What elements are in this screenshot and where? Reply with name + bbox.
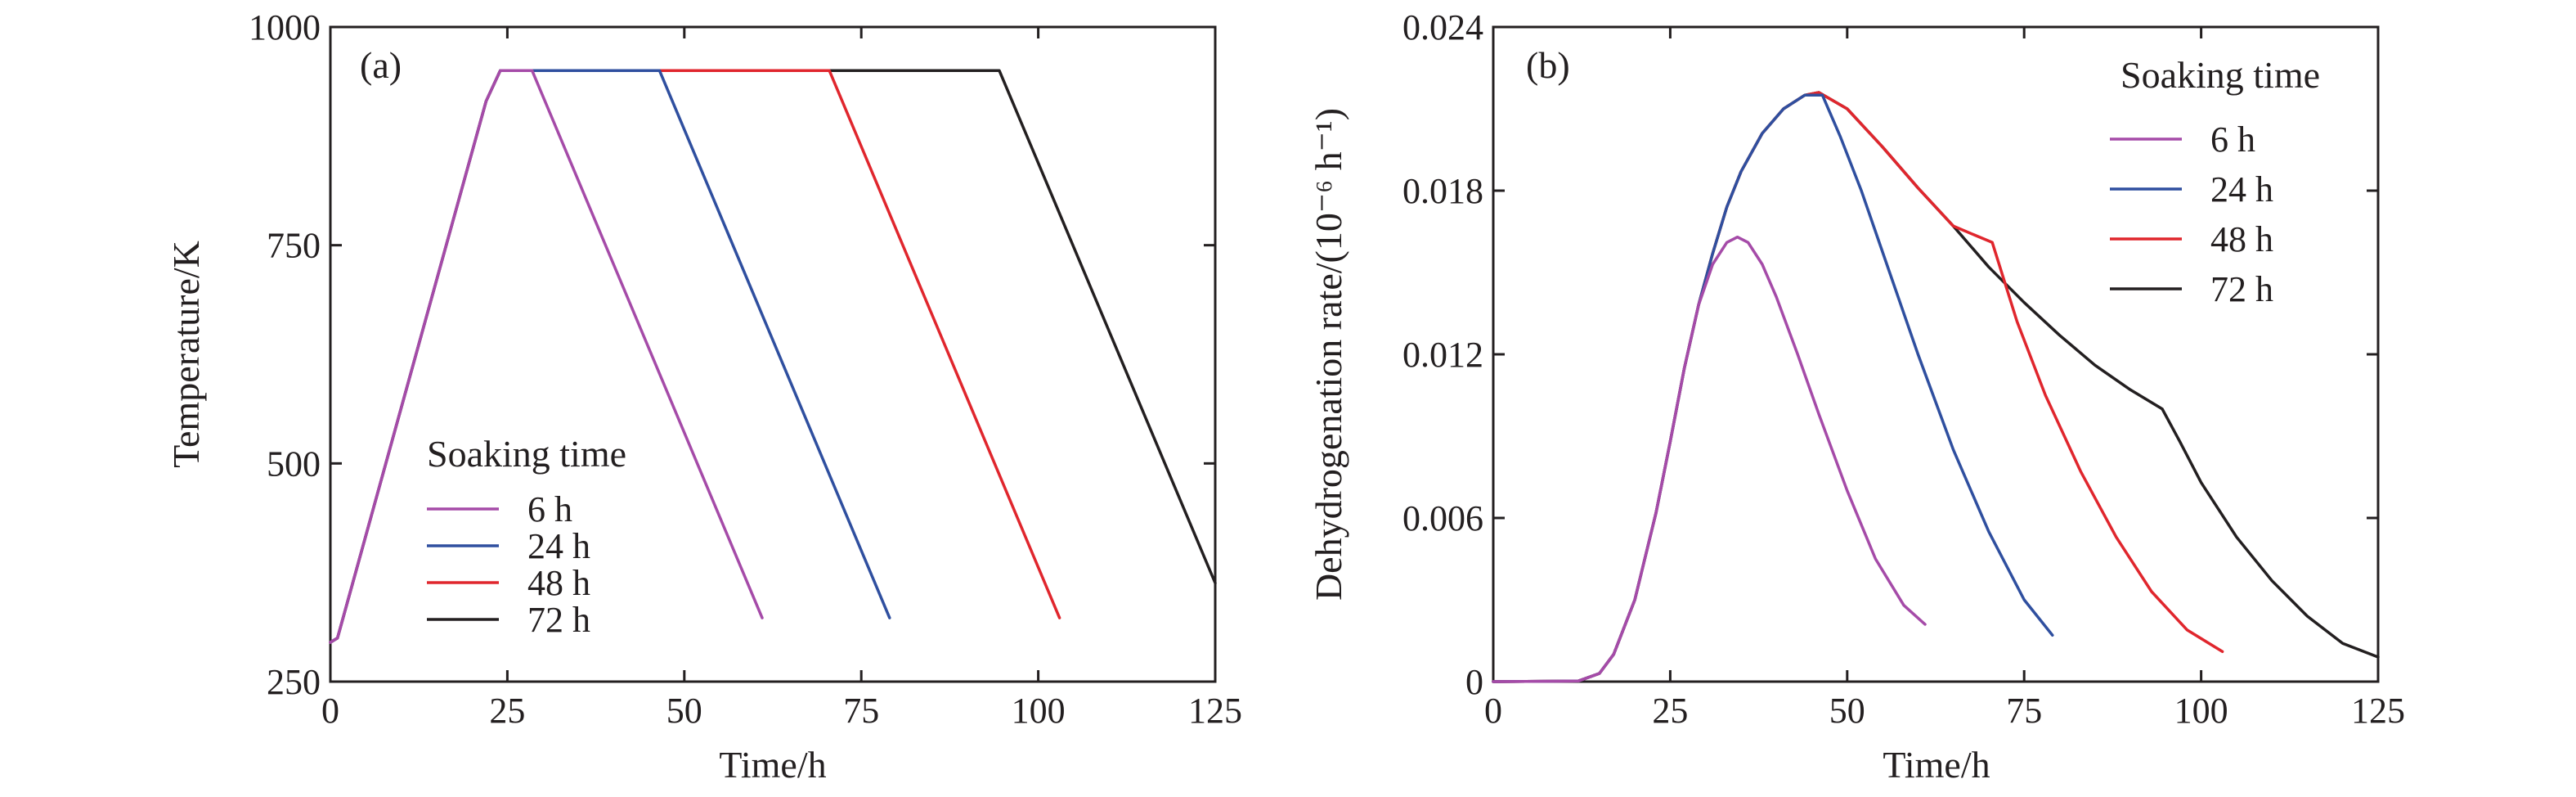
tick-marks-a: [329, 25, 1217, 683]
series-line-a-6h: [329, 69, 764, 644]
x-tick-label-a-0: 0: [321, 691, 339, 731]
y-tick-label-b-2: 0.012: [1402, 335, 1483, 375]
legend-label-b-3: 72 h: [2210, 269, 2273, 309]
x-tick-label-b-0: 0: [1484, 691, 1502, 731]
x-tick-label-b-1: 25: [1652, 691, 1688, 731]
series-lines-a: [329, 69, 1217, 644]
x-axis-label-a: Time/h: [719, 744, 826, 786]
y-axis-label-b: Dehydrogenation rate/(10⁻⁶ h⁻¹): [1308, 108, 1349, 601]
x-tick-labels-a: 0 25 50 75 100 125: [321, 691, 1242, 731]
x-tick-label-a-5: 125: [1188, 691, 1242, 731]
x-tick-label-a-2: 50: [666, 691, 702, 731]
legend-label-a-2: 48 h: [527, 563, 590, 603]
legend-label-b-1: 24 h: [2210, 169, 2273, 209]
x-tick-label-b-5: 125: [2351, 691, 2405, 731]
y-tick-label-b-1: 0.006: [1402, 498, 1483, 538]
legend-label-b-2: 48 h: [2210, 219, 2273, 259]
y-tick-label-b-3: 0.018: [1402, 171, 1483, 211]
x-tick-label-b-3: 75: [2006, 691, 2042, 731]
x-tick-label-a-1: 25: [489, 691, 525, 731]
plot-frame-a: [329, 25, 1217, 683]
y-tick-label-a-1: 500: [267, 444, 321, 484]
legend-title-b: Soaking time: [2120, 54, 2320, 96]
series-line-a-72h: [329, 69, 1217, 644]
tick-marks-b: [1492, 25, 2380, 683]
legend-entries-a: 6 h24 h48 h72 h: [427, 489, 590, 640]
legend-b: Soaking time 6 h 24 h 48 h 72 h: [2110, 54, 2320, 309]
x-axis-label-b: Time/h: [1883, 744, 1990, 786]
x-tick-label-b-4: 100: [2174, 691, 2228, 731]
y-tick-label-a-3: 1000: [249, 7, 321, 47]
x-tick-label-b-2: 50: [1829, 691, 1865, 731]
y-axis-label-a: Temperature/K: [165, 241, 207, 468]
x-tick-labels-b: 0 25 50 75 100 125: [1484, 691, 2405, 731]
y-tick-labels-b: 0 0.006 0.012 0.018 0.024: [1402, 7, 1483, 702]
panel-temperature-chart: 0 25 50 75 100 125 250 500 750 1000 (a) Time/h T…: [165, 7, 1242, 786]
y-tick-label-a-2: 750: [267, 226, 321, 266]
y-tick-labels-a: 250 500 750 1000: [249, 7, 321, 702]
panel-label-a: (a): [360, 44, 402, 86]
legend-a: Soaking time 6 h24 h48 h72 h: [427, 433, 626, 640]
y-tick-label-b-4: 0.024: [1402, 7, 1483, 47]
legend-label-a-1: 24 h: [527, 526, 590, 566]
x-tick-label-a-4: 100: [1012, 691, 1066, 731]
legend-label-a-3: 72 h: [527, 600, 590, 640]
y-tick-label-b-0: 0: [1465, 662, 1483, 702]
x-tick-label-a-3: 75: [843, 691, 879, 731]
panel-label-b: (b): [1526, 44, 1570, 86]
series-line-b-24h: [1492, 93, 2054, 683]
series-line-b-6h: [1492, 235, 1927, 683]
series-lines-b: [1492, 91, 2380, 683]
y-tick-label-a-0: 250: [267, 662, 321, 702]
legend-title-a: Soaking time: [427, 433, 626, 475]
legend-label-a-0: 6 h: [527, 489, 572, 529]
legend-label-b-0: 6 h: [2210, 119, 2255, 160]
legend-entries-b: 6 h 24 h 48 h 72 h: [2110, 119, 2273, 309]
